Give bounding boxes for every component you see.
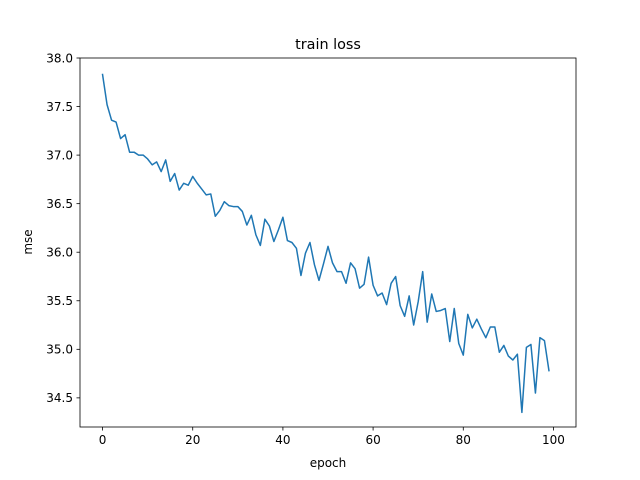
series-line-train-loss [101, 73, 550, 414]
x-tick-label: 0 [99, 433, 107, 447]
y-tick-label: 34.5 [46, 391, 73, 405]
x-axis-ticks: 0 20 40 60 80 100 [99, 427, 565, 447]
x-tick-label: 100 [542, 433, 565, 447]
y-tick-label: 36.5 [46, 197, 73, 211]
y-tick-label: 37.0 [46, 148, 73, 162]
x-tick-label: 20 [185, 433, 200, 447]
plot-frame [79, 57, 577, 428]
plot-area: 0 20 40 60 80 100 34.5 35.0 35.5 36.0 36.5 37.0 37.… [46, 51, 577, 447]
y-tick-label: 35.0 [46, 343, 73, 357]
y-tick-label: 35.5 [46, 294, 73, 308]
x-tick-label: 40 [275, 433, 290, 447]
x-axis-label: epoch [310, 456, 347, 470]
y-tick-label: 38.0 [46, 51, 73, 65]
y-axis-ticks: 34.5 35.0 35.5 36.0 36.5 37.0 37.5 38.0 [46, 51, 80, 405]
y-tick-label: 36.0 [46, 246, 73, 260]
x-tick-label: 80 [456, 433, 471, 447]
chart-title: train loss [295, 37, 361, 53]
x-tick-label: 60 [365, 433, 380, 447]
y-tick-label: 37.5 [46, 100, 73, 114]
y-axis-label: mse [21, 229, 35, 254]
